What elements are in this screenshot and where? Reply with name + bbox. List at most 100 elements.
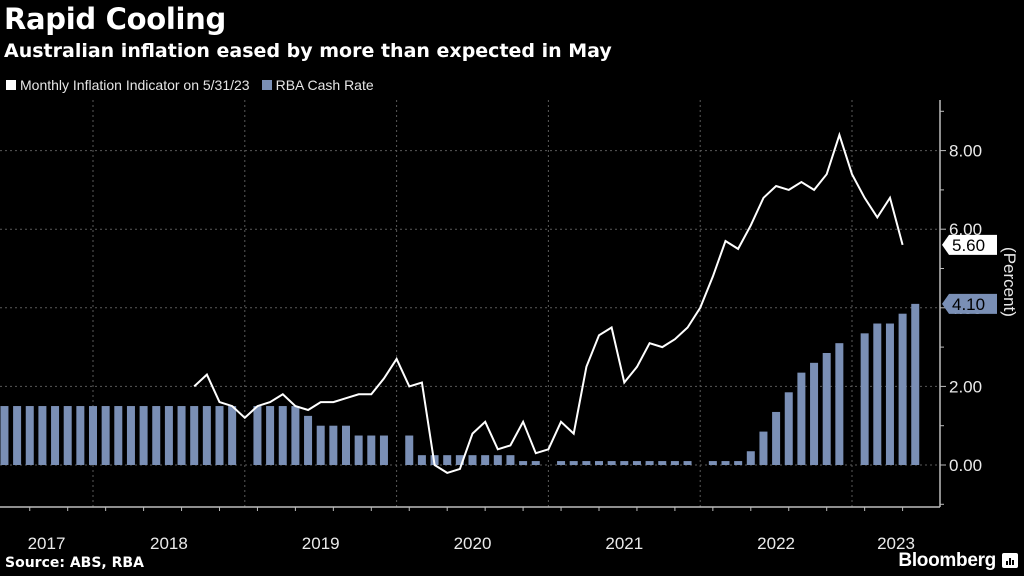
cash-rate-bar xyxy=(253,406,262,465)
x-tick-label: 2020 xyxy=(454,534,492,553)
cash-rate-bar xyxy=(493,455,502,465)
cash-rate-bar xyxy=(342,425,350,465)
cash-rate-bar xyxy=(228,406,237,465)
cash-rate-last-value-label-box xyxy=(942,293,997,314)
legend-label-inflation: Monthly Inflation Indicator on 5/31/23 xyxy=(20,77,250,93)
cash-rate-bars xyxy=(0,303,920,465)
cash-rate-bar xyxy=(582,461,591,465)
cash-rate-bar xyxy=(898,313,907,465)
cash-rate-bar xyxy=(177,406,186,465)
cash-rate-bar xyxy=(215,406,224,465)
cash-rate-bar xyxy=(607,461,616,465)
y-axis-title: (Percent) xyxy=(1000,247,1019,317)
legend-item-inflation: Monthly Inflation Indicator on 5/31/23 xyxy=(6,77,250,93)
cash-rate-bar xyxy=(405,435,414,465)
cash-rate-bar xyxy=(873,323,882,465)
inflation-line-group xyxy=(193,131,904,474)
cash-rate-bar xyxy=(304,415,313,465)
x-tick-label: 2017 xyxy=(28,534,66,553)
x-tick-label: 2018 xyxy=(150,534,188,553)
inflation-last-value-label-box xyxy=(942,234,997,255)
x-tick-label: 2021 xyxy=(605,534,643,553)
source-note: Source: ABS, RBA xyxy=(5,555,144,571)
cash-rate-bar xyxy=(860,333,869,465)
legend-swatch-cash-rate xyxy=(261,80,272,90)
cash-rate-bar xyxy=(13,406,22,465)
cash-rate-bar xyxy=(519,461,528,465)
legend: Monthly Inflation Indicator on 5/31/23 R… xyxy=(6,77,386,93)
cash-rate-bar xyxy=(734,461,743,465)
cash-rate-last-value-label-text: 4.10 xyxy=(952,295,985,314)
inflation-last-value-label-text: 5.60 xyxy=(952,236,985,255)
cash-rate-bar xyxy=(481,455,490,465)
cash-rate-bar xyxy=(645,461,654,465)
y-tick-label: 2.00 xyxy=(949,377,982,396)
cash-rate-bar xyxy=(797,372,806,465)
cash-rate-bar xyxy=(25,406,34,465)
cash-rate-bar xyxy=(443,455,452,465)
cash-rate-bar xyxy=(885,323,894,465)
cash-rate-bar xyxy=(266,406,275,465)
cash-rate-bar xyxy=(620,461,629,465)
cash-rate-bar xyxy=(379,435,388,465)
cash-rate-bar xyxy=(911,303,920,465)
cash-rate-bar xyxy=(114,406,123,465)
cash-rate-bar xyxy=(772,411,781,465)
cash-rate-bar xyxy=(569,461,578,465)
cash-rate-bar xyxy=(367,435,376,465)
cash-rate-bar xyxy=(835,343,844,465)
x-tick-label: 2019 xyxy=(302,534,340,553)
cash-rate-bar xyxy=(632,461,641,465)
x-tick-label: 2022 xyxy=(757,534,795,553)
chart-title: Rapid Cooling xyxy=(4,2,226,36)
cash-rate-bar xyxy=(278,406,287,465)
cash-rate-bar xyxy=(455,455,464,465)
y-tick-label: 8.00 xyxy=(949,142,982,161)
cash-rate-bar xyxy=(202,406,211,465)
cash-rate-bar xyxy=(506,455,515,465)
axes xyxy=(0,100,946,511)
cash-rate-bar xyxy=(38,406,47,465)
cash-rate-bar xyxy=(101,406,110,465)
cash-rate-bar xyxy=(316,425,325,465)
cash-rate-bar xyxy=(329,425,338,465)
x-tick-label: 2023 xyxy=(877,534,915,553)
bloomberg-chart-icon xyxy=(1002,553,1018,568)
cash-rate-bar xyxy=(708,461,717,465)
cash-rate-bar xyxy=(746,451,755,465)
cash-rate-bar xyxy=(822,352,831,465)
cash-rate-bar xyxy=(51,406,60,465)
cash-rate-bar xyxy=(0,406,9,465)
legend-swatch-inflation xyxy=(6,80,16,90)
cash-rate-bar xyxy=(595,461,603,465)
cash-rate-bar xyxy=(190,406,199,465)
cash-rate-bar xyxy=(670,461,679,465)
cash-rate-bar xyxy=(759,431,768,465)
inflation-line xyxy=(193,131,904,474)
axis-labels: 0.002.004.006.008.00(Percent)20172018201… xyxy=(28,142,1019,553)
cash-rate-bar xyxy=(784,392,793,465)
cash-rate-bar xyxy=(164,406,173,465)
chart-subtitle: Australian inflation eased by more than … xyxy=(4,40,612,62)
cash-rate-bar xyxy=(139,406,148,465)
legend-item-cash-rate: RBA Cash Rate xyxy=(261,77,374,93)
cash-rate-bar xyxy=(658,461,667,465)
cash-rate-bar xyxy=(126,406,135,465)
inflation-last-value-label: 5.60 xyxy=(942,234,997,255)
cash-rate-bar xyxy=(89,406,97,465)
cash-rate-bar xyxy=(721,461,730,465)
cash-rate-bar xyxy=(557,461,566,465)
cash-rate-bar xyxy=(683,461,692,465)
cash-rate-last-value-label: 4.10 xyxy=(942,293,997,314)
cash-rate-bar xyxy=(63,406,72,465)
cash-rate-bar xyxy=(810,362,819,465)
cash-rate-bar xyxy=(291,406,300,465)
cash-rate-bar xyxy=(468,455,477,465)
y-tick-label: 0.00 xyxy=(949,456,982,475)
cash-rate-bar xyxy=(76,406,85,465)
bloomberg-logo: Bloomberg xyxy=(898,550,996,571)
cash-rate-bar xyxy=(152,406,161,465)
cash-rate-bar xyxy=(531,461,540,465)
legend-label-cash-rate: RBA Cash Rate xyxy=(275,77,374,93)
